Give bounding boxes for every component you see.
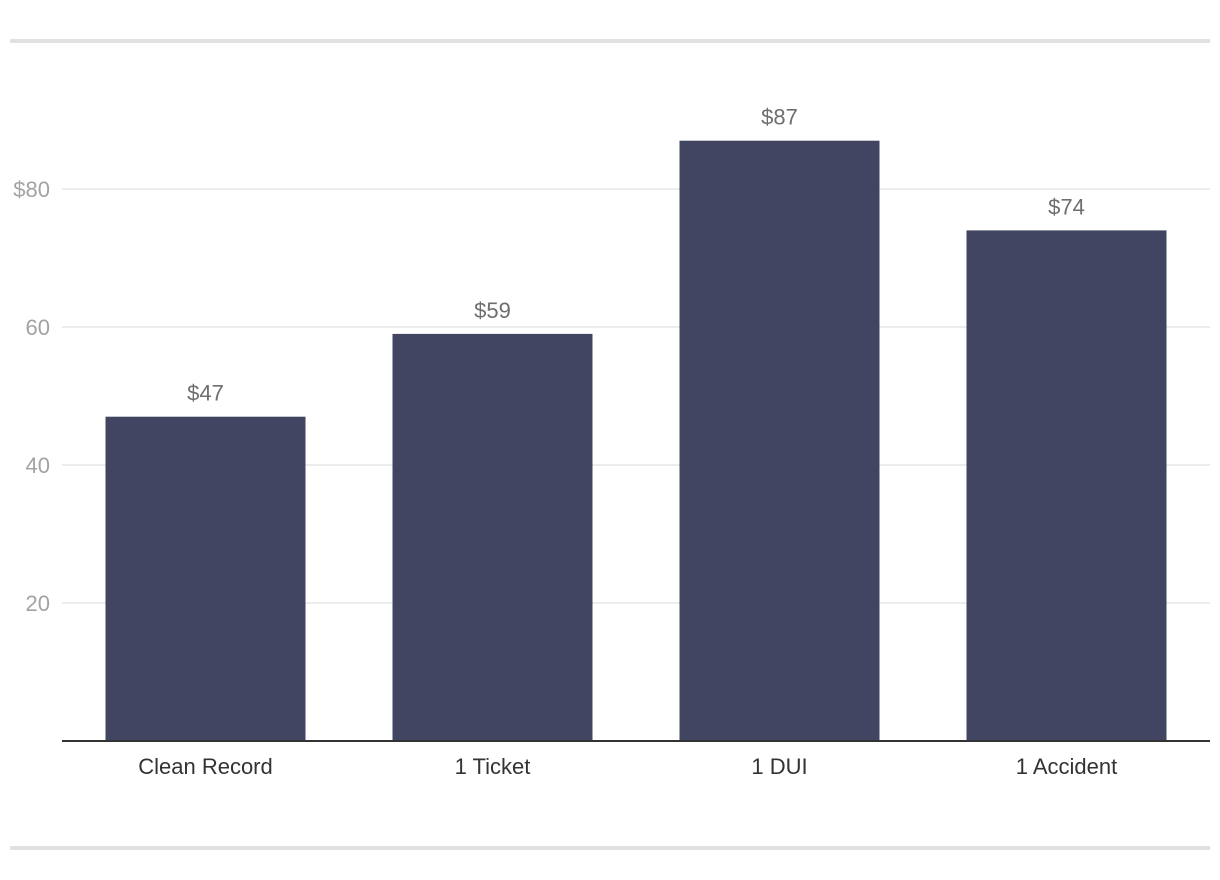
bar-1-accident <box>966 230 1167 741</box>
bar-1-ticket <box>392 333 593 741</box>
y-tick-label-20: 20 <box>26 591 50 616</box>
data-label-clean-record: $47 <box>187 381 224 406</box>
data-label-1-accident: $74 <box>1048 194 1085 219</box>
x-tick-label-1-accident: 1 Accident <box>1016 754 1118 779</box>
bottom-divider <box>10 846 1210 850</box>
bar-1-dui <box>679 140 880 741</box>
y-tick-label-60: 60 <box>26 315 50 340</box>
data-label-1-ticket: $59 <box>474 298 511 323</box>
data-label-1-dui: $87 <box>761 105 798 130</box>
top-divider <box>10 39 1210 43</box>
y-tick-label-80: $80 <box>13 177 50 202</box>
x-tick-label-clean-record: Clean Record <box>138 754 273 779</box>
x-tick-label-1-dui: 1 DUI <box>751 754 807 779</box>
y-tick-label-40: 40 <box>26 453 50 478</box>
bar-clean-record <box>105 416 306 741</box>
x-tick-label-1-ticket: 1 Ticket <box>455 754 531 779</box>
